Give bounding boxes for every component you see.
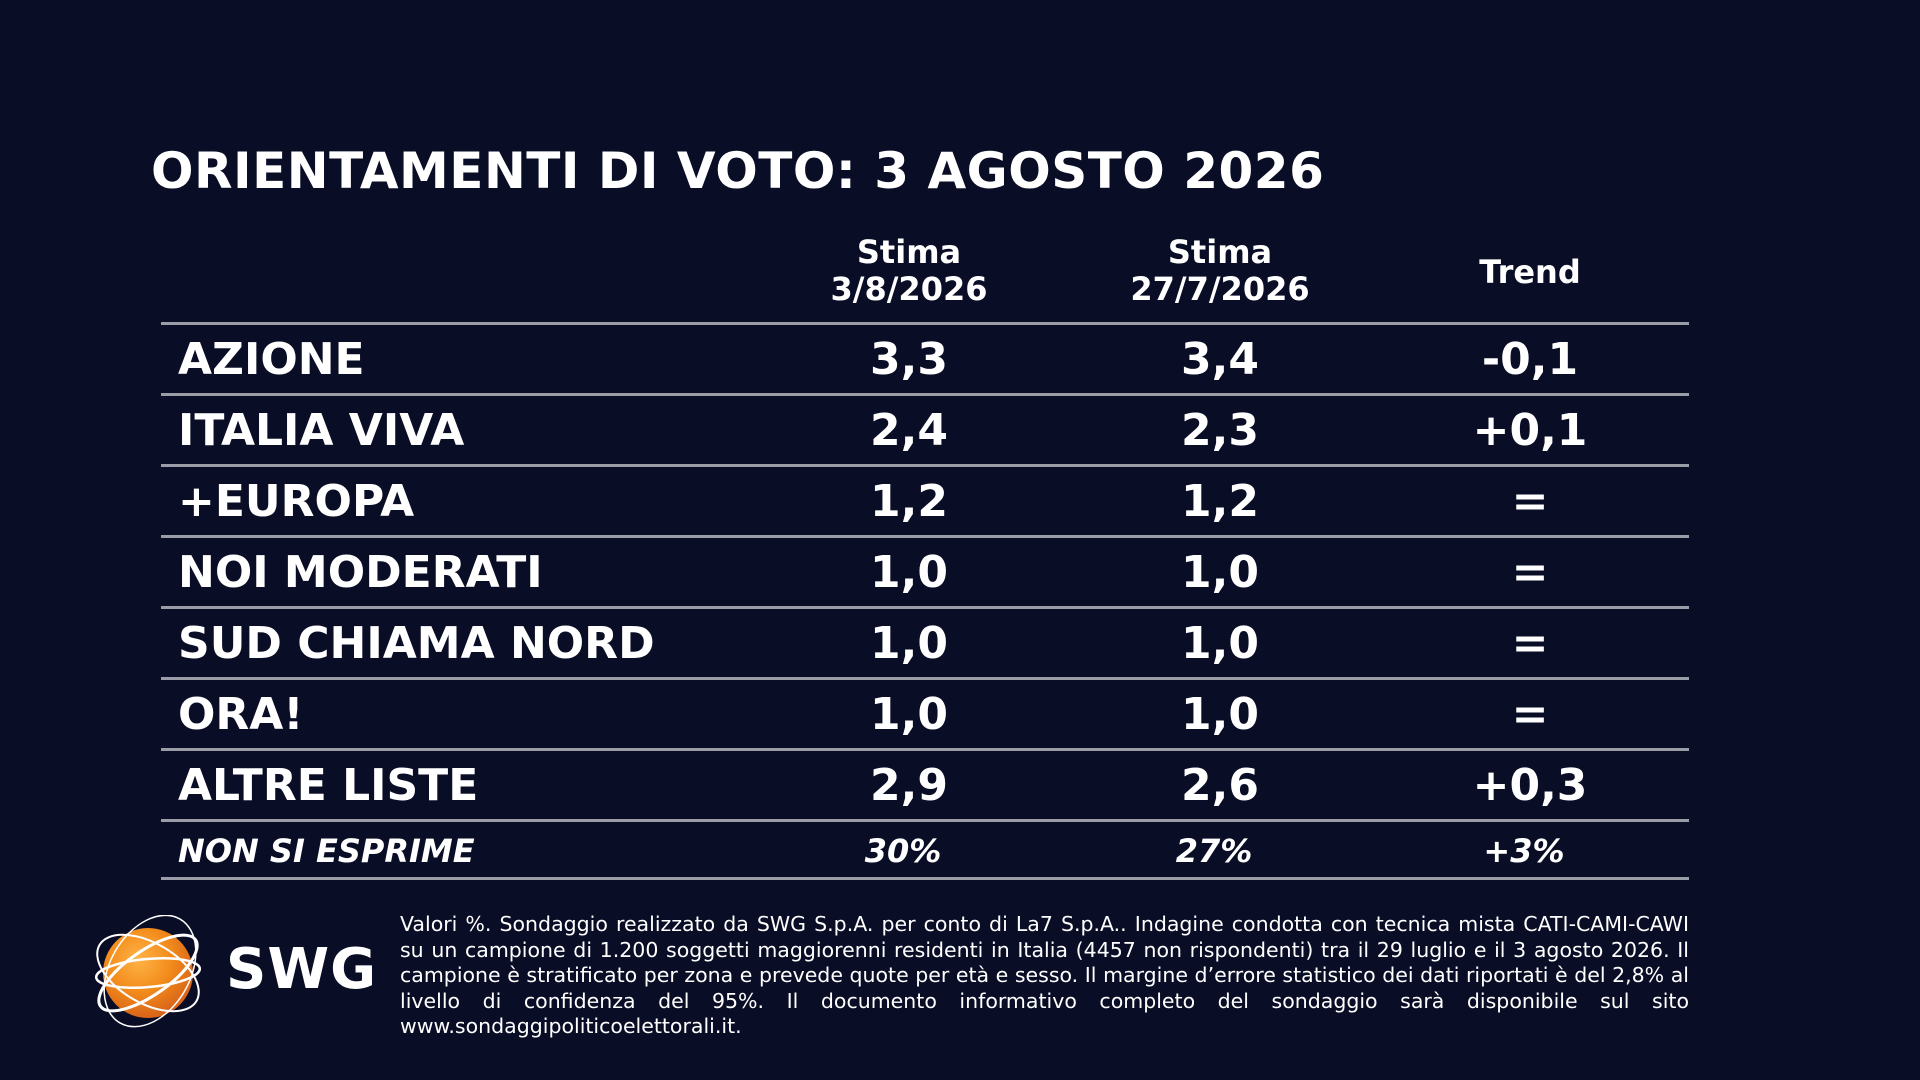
value-trend: +0,3	[1472, 760, 1588, 811]
table-row-non-si-esprime: NON SI ESPRIME 30% 27% +3%	[161, 822, 1689, 880]
party-name: ALTRE LISTE	[178, 760, 479, 811]
value-current: 1,0	[870, 547, 948, 598]
table-row: ALTRE LISTE 2,9 2,6 +0,3	[161, 751, 1689, 822]
party-name: ITALIA VIVA	[178, 405, 465, 456]
value-previous: 1,0	[1181, 547, 1259, 598]
value-current: 1,0	[870, 618, 948, 669]
value-trend: =	[1511, 547, 1549, 598]
party-name: AZIONE	[178, 334, 365, 385]
column-header-line2: 3/8/2026	[830, 270, 988, 308]
value-current: 30%	[864, 832, 942, 870]
value-current: 2,4	[870, 405, 948, 456]
column-header-line2: 27/7/2026	[1130, 270, 1310, 308]
table-body: AZIONE 3,3 3,4 -0,1 ITALIA VIVA 2,4 2,3 +0,1 +EU…	[161, 325, 1689, 822]
value-trend: =	[1511, 476, 1549, 527]
value-previous: 2,6	[1181, 760, 1259, 811]
value-trend: +3%	[1483, 832, 1565, 870]
value-previous: 2,3	[1181, 405, 1259, 456]
table-row: +EUROPA 1,2 1,2 =	[161, 467, 1689, 538]
poll-table: Stima 3/8/2026 Stima 27/7/2026 Trend AZI…	[161, 228, 1689, 880]
table-header: Stima 3/8/2026 Stima 27/7/2026 Trend	[161, 228, 1689, 325]
page-title: ORIENTAMENTI DI VOTO: 3 AGOSTO 2026	[151, 142, 1325, 200]
party-name: SUD CHIAMA NORD	[178, 618, 655, 669]
value-previous: 1,0	[1181, 689, 1259, 740]
value-previous: 27%	[1175, 832, 1253, 870]
value-trend: +0,1	[1472, 405, 1588, 456]
table-row: NOI MODERATI 1,0 1,0 =	[161, 538, 1689, 609]
column-header-trend: Trend	[1380, 254, 1680, 291]
column-header-line1: Trend	[1479, 253, 1581, 291]
value-previous: 3,4	[1181, 334, 1259, 385]
globe-icon	[94, 914, 202, 1028]
value-trend: =	[1511, 618, 1549, 669]
table-row: ORA! 1,0 1,0 =	[161, 680, 1689, 751]
value-current: 3,3	[870, 334, 948, 385]
value-previous: 1,0	[1181, 618, 1259, 669]
value-current: 1,2	[870, 476, 948, 527]
swg-logo: SWG	[80, 914, 380, 1030]
value-previous: 1,2	[1181, 476, 1259, 527]
logo-text: SWG	[226, 937, 378, 1002]
value-current: 1,0	[870, 689, 948, 740]
table-row: ITALIA VIVA 2,4 2,3 +0,1	[161, 396, 1689, 467]
table-row: AZIONE 3,3 3,4 -0,1	[161, 325, 1689, 396]
table-row: SUD CHIAMA NORD 1,0 1,0 =	[161, 609, 1689, 680]
column-header-stima-previous: Stima 27/7/2026	[1070, 234, 1370, 308]
party-name: NOI MODERATI	[178, 547, 543, 598]
value-trend: =	[1511, 689, 1549, 740]
party-name: NON SI ESPRIME	[178, 832, 475, 870]
column-header-line1: Stima	[1167, 233, 1273, 271]
value-trend: -0,1	[1481, 334, 1579, 385]
value-current: 2,9	[870, 760, 948, 811]
column-header-stima-current: Stima 3/8/2026	[759, 234, 1059, 308]
methodology-note: Valori %. Sondaggio realizzato da SWG S.…	[400, 912, 1689, 1039]
column-header-line1: Stima	[856, 233, 962, 271]
party-name: ORA!	[178, 689, 304, 740]
party-name: +EUROPA	[178, 476, 415, 527]
